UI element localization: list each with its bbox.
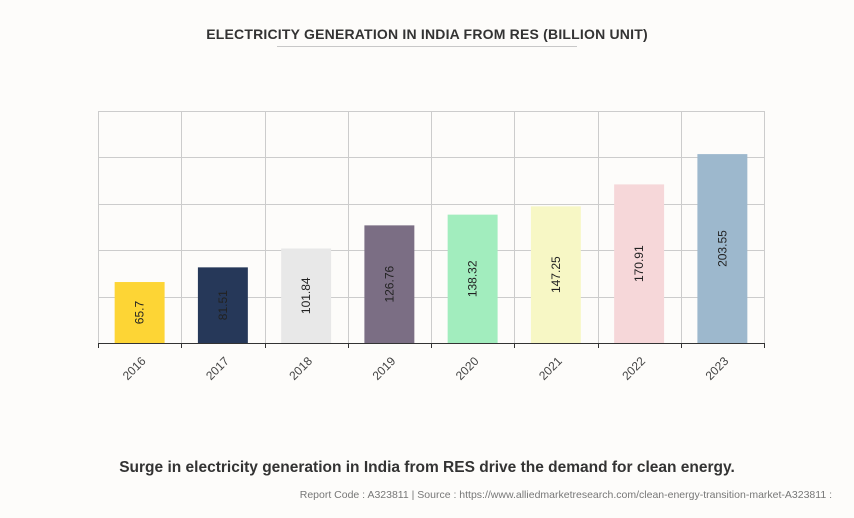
x-tick-label: 2018 <box>286 354 315 383</box>
bar <box>281 248 332 343</box>
bar <box>530 206 581 343</box>
x-tick-label: 2021 <box>536 354 565 383</box>
source-line: Report Code : A323811 | Source : https:/… <box>299 489 832 501</box>
x-axis: 2016 2017 2018 2019 2020 2021 2022 2023 <box>98 343 765 383</box>
chart-title: ELECTRICITY GENERATION IN INDIA FROM RES… <box>206 26 648 42</box>
bar-value-label: 65.7 <box>133 301 147 325</box>
bar <box>697 154 748 343</box>
bar-value-label: 203.55 <box>715 230 729 267</box>
bar-value-label: 170.91 <box>632 245 646 282</box>
bar <box>447 214 498 343</box>
chart-caption: Surge in electricity generation in India… <box>119 459 735 476</box>
bar <box>614 184 665 343</box>
bar-value-label: 81.51 <box>216 290 230 320</box>
x-tick-label: 2022 <box>619 354 648 383</box>
bar-value-label: 138.32 <box>466 260 480 297</box>
x-tick-label: 2019 <box>370 354 399 383</box>
title-underline <box>277 46 577 47</box>
x-tick-label: 2023 <box>703 354 732 383</box>
bar <box>197 267 248 343</box>
bar-value-label: 147.25 <box>549 256 563 293</box>
bar-value-label: 126.76 <box>382 266 396 303</box>
bar <box>114 282 165 343</box>
bars: 65.7 81.51 101.84 126.76 138.32 147.25 170.91 2… <box>114 154 748 343</box>
bar-value-label: 101.84 <box>299 277 313 314</box>
x-tick-label: 2020 <box>453 354 482 383</box>
bar <box>364 225 415 343</box>
x-tick-label: 2017 <box>203 354 232 383</box>
x-tick-label: 2016 <box>120 354 149 383</box>
